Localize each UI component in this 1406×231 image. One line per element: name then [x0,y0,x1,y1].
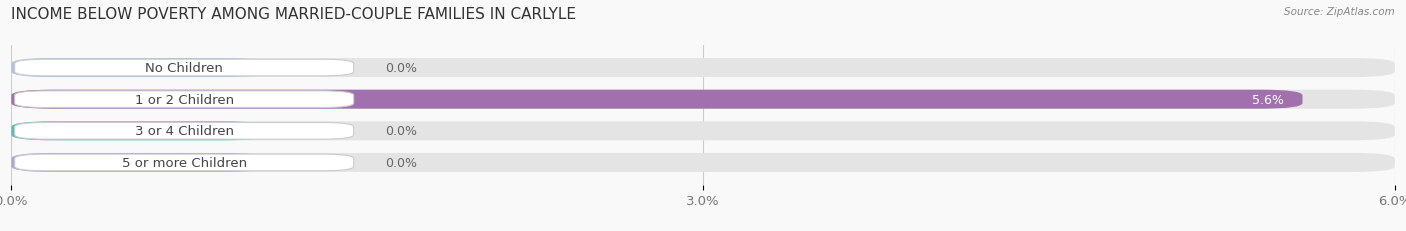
FancyBboxPatch shape [11,90,1302,109]
FancyBboxPatch shape [14,123,354,140]
Text: INCOME BELOW POVERTY AMONG MARRIED-COUPLE FAMILIES IN CARLYLE: INCOME BELOW POVERTY AMONG MARRIED-COUPL… [11,7,576,22]
Text: 5.6%: 5.6% [1253,93,1284,106]
FancyBboxPatch shape [14,60,354,76]
FancyBboxPatch shape [11,59,1395,78]
FancyBboxPatch shape [14,91,354,108]
Text: 3 or 4 Children: 3 or 4 Children [135,125,233,138]
Text: 0.0%: 0.0% [385,62,416,75]
FancyBboxPatch shape [11,122,266,141]
FancyBboxPatch shape [11,153,1395,172]
FancyBboxPatch shape [11,90,1395,109]
FancyBboxPatch shape [11,59,266,78]
FancyBboxPatch shape [14,155,354,171]
Text: 1 or 2 Children: 1 or 2 Children [135,93,233,106]
Text: No Children: No Children [145,62,224,75]
Text: 0.0%: 0.0% [385,156,416,169]
FancyBboxPatch shape [11,122,1395,141]
Text: Source: ZipAtlas.com: Source: ZipAtlas.com [1284,7,1395,17]
Text: 5 or more Children: 5 or more Children [122,156,246,169]
Text: 0.0%: 0.0% [385,125,416,138]
FancyBboxPatch shape [11,153,266,172]
